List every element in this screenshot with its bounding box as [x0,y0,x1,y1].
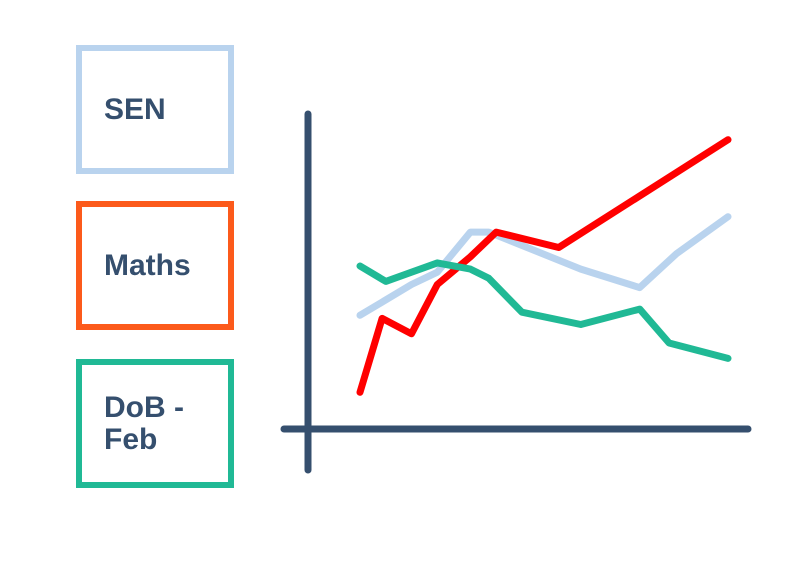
legend-label-dob-feb: DoB - Feb [104,390,184,456]
legend-item-dob-feb: DoB - Feb [76,359,234,488]
legend-label-sen: SEN [104,92,166,126]
series-line-dob-feb [356,259,732,362]
series-line-maths [356,136,732,396]
legend-item-maths: Maths [76,201,234,330]
legend-item-sen: SEN [76,45,234,174]
series-line-sen [356,213,732,319]
legend-label-maths: Maths [104,248,191,282]
series-layer [356,136,732,396]
